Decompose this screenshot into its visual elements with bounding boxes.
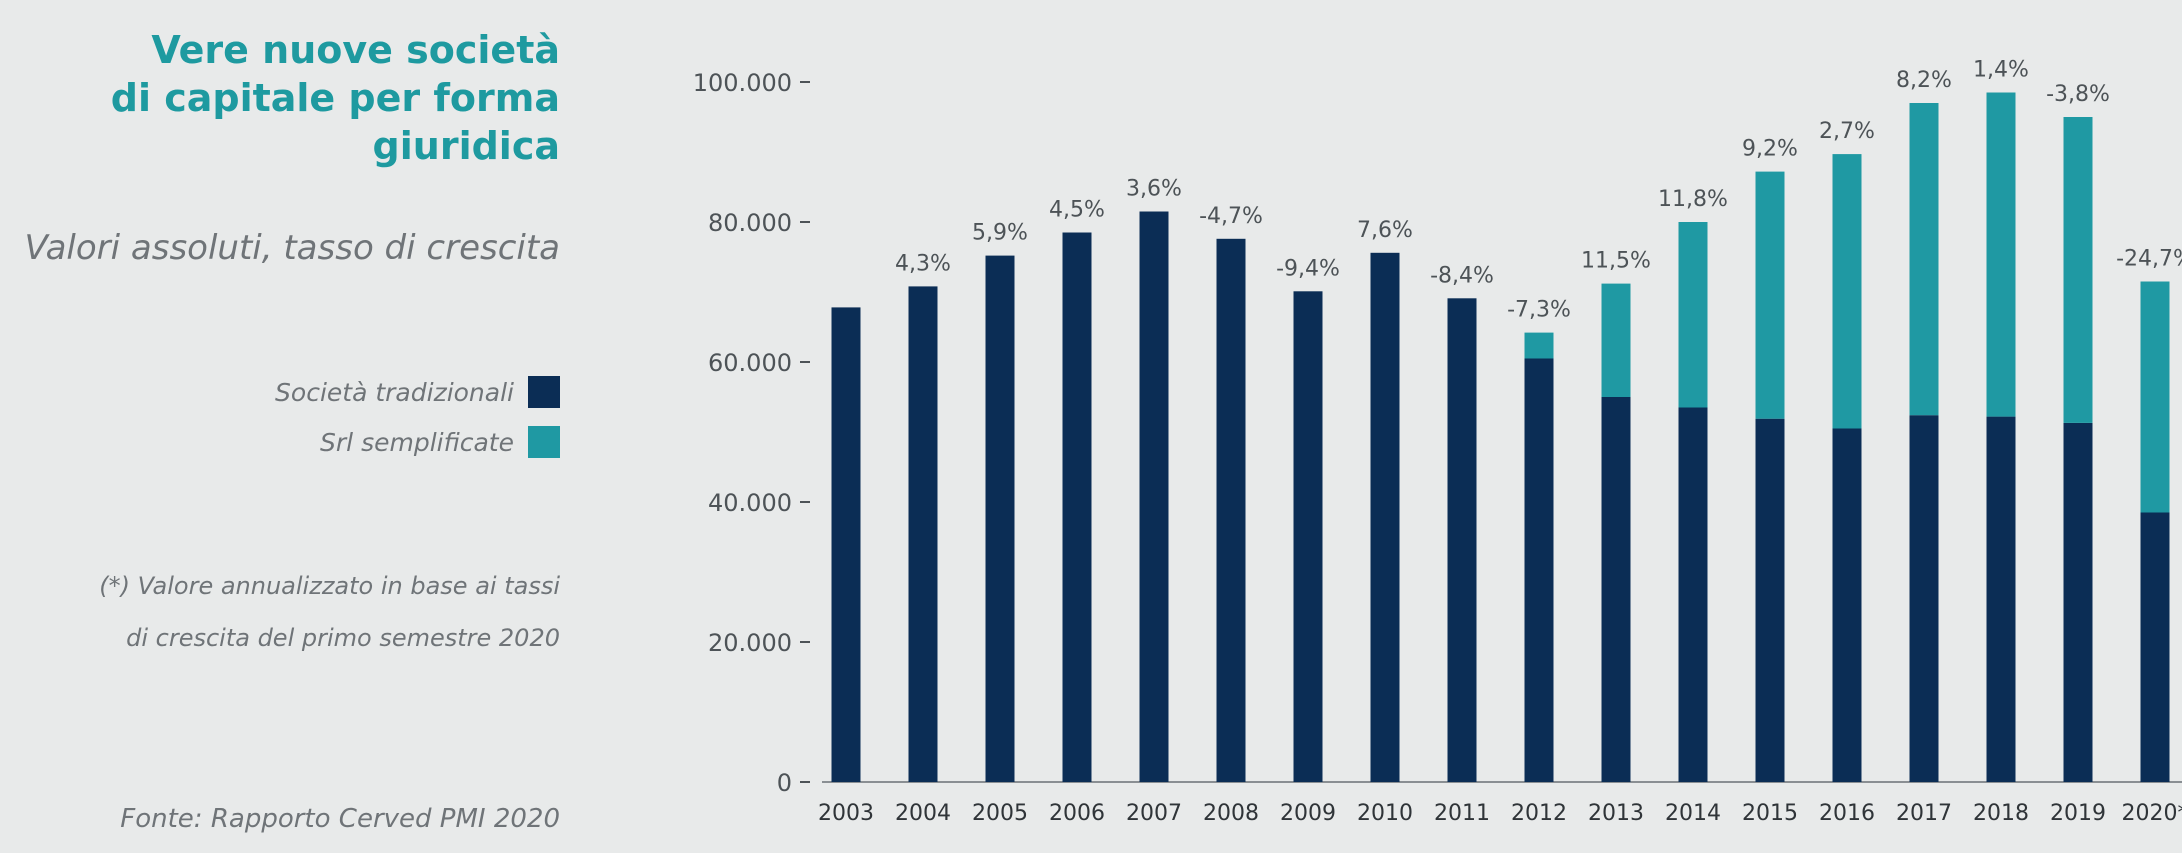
bar-societa-tradizionali xyxy=(2140,512,2170,782)
x-tick-label: 2005 xyxy=(972,801,1028,826)
y-tick-label: 100.000 xyxy=(693,69,792,97)
bar-societa-tradizionali xyxy=(1062,232,1092,782)
growth-rate-label: 2,7% xyxy=(1819,119,1875,144)
x-tick-label: 2019 xyxy=(2050,801,2106,826)
bar-srl-semplificate xyxy=(1986,92,2016,417)
chart-title-line-3: giuridica xyxy=(372,124,560,168)
x-tick-label: 2008 xyxy=(1203,801,1259,826)
y-tick-label: 20.000 xyxy=(708,629,792,657)
growth-rate-label: -7,3% xyxy=(1507,298,1571,323)
bar-societa-tradizionali xyxy=(1601,397,1631,782)
y-tick-label: 80.000 xyxy=(708,209,792,237)
bar-societa-tradizionali xyxy=(2063,422,2093,782)
legend-swatch xyxy=(528,426,560,458)
x-tick-label: 2018 xyxy=(1973,801,2029,826)
chart-title-line-1: Vere nuove società xyxy=(151,28,560,72)
bar-societa-tradizionali xyxy=(1447,298,1477,782)
growth-rate-label: 7,6% xyxy=(1357,218,1413,243)
x-tick-label: 2014 xyxy=(1665,801,1721,826)
y-tick-label: 0 xyxy=(777,769,792,797)
x-tick-label: 2013 xyxy=(1588,801,1644,826)
bar-srl-semplificate xyxy=(1524,332,1554,359)
x-tick-label: 2020* xyxy=(2122,801,2182,826)
x-tick-label: 2004 xyxy=(895,801,951,826)
growth-rate-label: 5,9% xyxy=(972,221,1028,246)
bar-srl-semplificate xyxy=(2140,281,2170,513)
x-tick-label: 2006 xyxy=(1049,801,1105,826)
x-tick-label: 2010 xyxy=(1357,801,1413,826)
source-note: Fonte: Rapporto Cerved PMI 2020 xyxy=(120,804,560,834)
legend-swatch xyxy=(528,376,560,408)
footnote-line-2: di crescita del primo semestre 2020 xyxy=(126,624,560,652)
bar-srl-semplificate xyxy=(1832,154,1862,429)
x-tick-label: 2016 xyxy=(1819,801,1875,826)
legend-label: Srl semplificate xyxy=(320,427,514,457)
growth-rate-label: 3,6% xyxy=(1126,177,1182,202)
x-tick-label: 2017 xyxy=(1896,801,1952,826)
bar-societa-tradizionali xyxy=(1832,428,1862,782)
growth-rate-label: -9,4% xyxy=(1276,256,1340,281)
x-tick-label: 2015 xyxy=(1742,801,1798,826)
x-tick-label: 2012 xyxy=(1511,801,1567,826)
bar-societa-tradizionali xyxy=(1524,358,1554,782)
bar-srl-semplificate xyxy=(1909,103,1939,416)
bar-societa-tradizionali xyxy=(1678,407,1708,782)
growth-rate-label: 8,2% xyxy=(1896,68,1952,93)
x-tick-label: 2009 xyxy=(1280,801,1336,826)
x-tick-label: 2007 xyxy=(1126,801,1182,826)
x-tick-label: 2011 xyxy=(1434,801,1490,826)
growth-rate-label: -4,7% xyxy=(1199,204,1263,229)
chart-subtitle: Valori assoluti, tasso di crescita xyxy=(24,228,561,268)
bar-societa-tradizionali xyxy=(1755,418,1785,782)
bar-societa-tradizionali xyxy=(1370,252,1400,783)
bar-societa-tradizionali xyxy=(831,307,861,782)
y-tick-label: 40.000 xyxy=(708,489,792,517)
growth-rate-label: 11,5% xyxy=(1581,249,1651,274)
bar-societa-tradizionali xyxy=(1986,416,2016,782)
chart-title-line-2: di capitale per forma xyxy=(110,76,560,120)
legend-label: Società tradizionali xyxy=(275,377,514,407)
growth-rate-label: -8,4% xyxy=(1430,263,1494,288)
x-tick-label: 2003 xyxy=(818,801,874,826)
growth-rate-label: 4,3% xyxy=(895,251,951,276)
legend-item-srl-semplificate: Srl semplificate xyxy=(320,424,560,460)
growth-rate-label: -24,7% xyxy=(2116,247,2182,272)
growth-rate-label: 1,4% xyxy=(1973,58,2029,83)
growth-rate-label: 4,5% xyxy=(1049,198,1105,223)
bar-societa-tradizionali xyxy=(1139,211,1169,782)
growth-rate-label: 9,2% xyxy=(1742,137,1798,162)
bar-societa-tradizionali xyxy=(985,255,1015,783)
bar-societa-tradizionali xyxy=(908,286,938,782)
growth-rate-label: 11,8% xyxy=(1658,187,1728,212)
bar-societa-tradizionali xyxy=(1909,415,1939,782)
legend-item-societa-tradizionali: Società tradizionali xyxy=(275,374,560,410)
bar-srl-semplificate xyxy=(2063,117,2093,423)
bar-srl-semplificate xyxy=(1678,222,1708,408)
left-panel: Vere nuove società di capitale per forma… xyxy=(0,0,570,853)
bar-societa-tradizionali xyxy=(1216,238,1246,783)
growth-rate-label: -3,8% xyxy=(2046,82,2110,107)
bar-societa-tradizionali xyxy=(1293,291,1323,782)
bar-srl-semplificate xyxy=(1601,283,1631,397)
y-tick-label: 60.000 xyxy=(708,349,792,377)
bar-srl-semplificate xyxy=(1755,171,1785,419)
footnote-line-1: (*) Valore annualizzato in base ai tassi xyxy=(99,572,560,600)
